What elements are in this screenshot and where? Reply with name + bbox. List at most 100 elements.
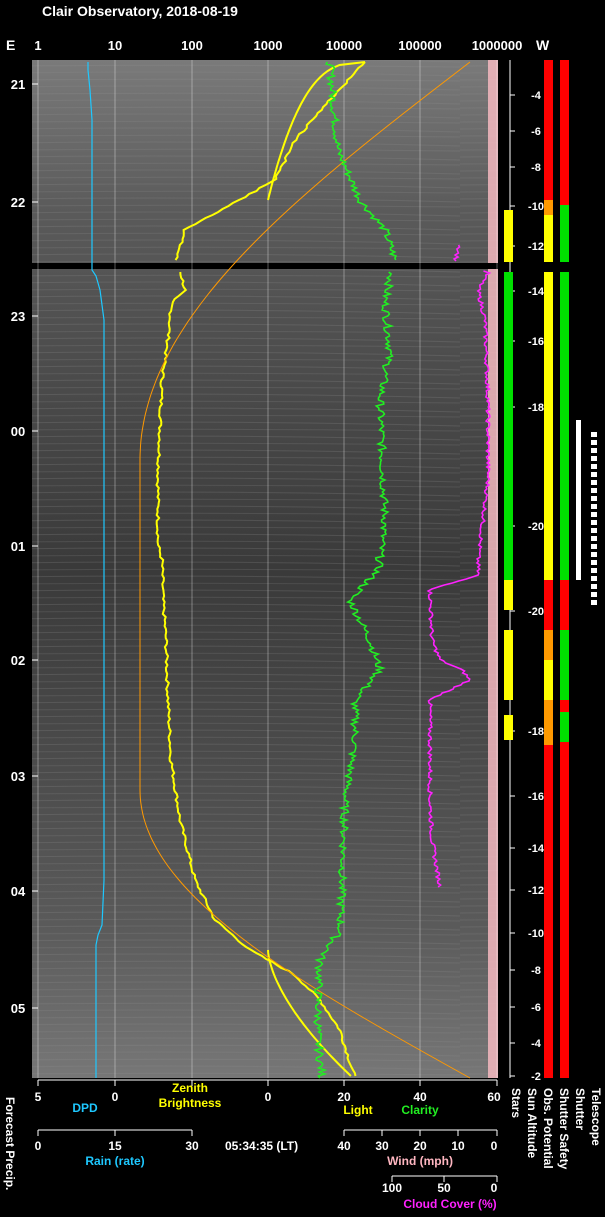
obs-potential-bar xyxy=(544,215,553,262)
axis-label: DPD xyxy=(72,1101,98,1115)
west-label: W xyxy=(536,37,550,53)
axis-label: 20 xyxy=(413,1139,427,1153)
sun-tick-label: -10 xyxy=(528,201,544,213)
zenith-brightness-line xyxy=(155,271,357,1077)
sun-tick-label: -6 xyxy=(531,1002,541,1014)
axis-label: 30 xyxy=(185,1139,199,1153)
shutter-safety-bar xyxy=(560,742,569,1078)
telescope-bar xyxy=(591,448,597,453)
time-tick-label: 23 xyxy=(11,309,25,324)
telescope-bar xyxy=(591,520,597,525)
obs-potential-bar xyxy=(544,745,553,1078)
axis-label: 15 xyxy=(108,1139,122,1153)
axis-label: 10 xyxy=(451,1139,465,1153)
shutter-safety-bar xyxy=(560,60,569,205)
sun-tick-label: -6 xyxy=(531,126,541,138)
shutter-safety-bar xyxy=(560,272,569,580)
clarity-line xyxy=(325,61,398,261)
chart-title: Clair Observatory, 2018-08-19 xyxy=(42,3,238,19)
axis-label: 5 xyxy=(35,1090,42,1104)
forecast-precip-label: Forecast Precip. xyxy=(3,1097,17,1190)
shutter-safety-bar xyxy=(560,712,569,742)
obs-potential-bar xyxy=(544,700,553,745)
east-label: E xyxy=(6,37,15,53)
axis-label: 0 xyxy=(35,1139,42,1153)
stars-bar xyxy=(504,272,513,580)
telescope-bar xyxy=(591,472,597,477)
telescope-bar xyxy=(591,544,597,549)
shutter-safety-bar xyxy=(560,700,569,712)
cloud-cover-line xyxy=(452,244,461,262)
axis-label: 0 xyxy=(491,1139,498,1153)
sky-streaks xyxy=(32,60,498,1078)
time-tick-label: 22 xyxy=(11,195,25,210)
status-label: Telescope xyxy=(589,1088,603,1146)
axis-label: 40 xyxy=(413,1090,427,1104)
series-layer xyxy=(87,61,492,1079)
telescope-bar xyxy=(591,584,597,589)
shutter-safety-bar xyxy=(560,205,569,262)
time-tick-label: 21 xyxy=(11,77,25,92)
clarity-line xyxy=(312,271,395,1079)
status-label: Shutter xyxy=(573,1088,587,1130)
axis-label: 40 xyxy=(337,1139,351,1153)
stars-bar xyxy=(504,210,513,262)
sun-tick-label: -2 xyxy=(531,1071,541,1083)
axis-label: 20 xyxy=(337,1090,351,1104)
telescope-bar xyxy=(591,480,597,485)
axis-label: 50 xyxy=(437,1181,451,1195)
sun-tick-label: -10 xyxy=(528,928,544,940)
sun-tick-label: -14 xyxy=(528,843,545,855)
axis-label: 30 xyxy=(375,1139,389,1153)
telescope-bar xyxy=(591,576,597,581)
obs-potential-bar xyxy=(544,200,553,215)
top-tick-label: 1000 xyxy=(254,38,283,53)
obs-potential-bar xyxy=(544,60,553,200)
time-tick-label: 00 xyxy=(11,424,25,439)
time-tick-label: 03 xyxy=(11,769,25,784)
shutter-bar xyxy=(576,420,581,580)
zenith-brightness-line xyxy=(174,61,366,261)
status-bars xyxy=(504,60,597,1078)
status-label: Sun Altitude xyxy=(525,1088,539,1159)
top-tick-label: 100 xyxy=(181,38,203,53)
stars-bar xyxy=(504,715,513,740)
wind-band xyxy=(488,60,498,1078)
time-tick-label: 04 xyxy=(11,884,26,899)
sun-tick-label: -12 xyxy=(528,241,544,253)
light-dusk-line xyxy=(267,61,366,201)
sun-altitude-line xyxy=(139,61,471,1079)
sun-tick-label: -16 xyxy=(528,336,544,348)
sun-tick-label: -4 xyxy=(531,1038,542,1050)
dpd-line xyxy=(87,62,105,1078)
top-tick-label: 10000 xyxy=(326,38,362,53)
telescope-bar xyxy=(591,592,597,597)
axis-label: 60 xyxy=(487,1090,501,1104)
obs-potential-bar xyxy=(544,580,553,630)
telescope-bar xyxy=(591,496,597,501)
sun-tick-label: -8 xyxy=(531,965,541,977)
timestamp: 05:34:35 (LT) xyxy=(225,1139,298,1153)
status-label: Obs. Potential xyxy=(541,1088,555,1169)
gridlines xyxy=(37,60,498,1078)
telescope-bar xyxy=(591,600,597,605)
telescope-bar xyxy=(591,552,597,557)
axis-label: Rain (rate) xyxy=(85,1154,144,1168)
shutter-safety-bar xyxy=(560,580,569,630)
time-axis: 21 22 23 00 01 02 03 04 05 xyxy=(11,77,38,1016)
top-axis: 1 10 100 1000 10000 100000 1000000 xyxy=(34,38,522,53)
gap-bar xyxy=(32,263,500,269)
axis-label: Clarity xyxy=(401,1103,439,1117)
sun-tick-label: -16 xyxy=(528,791,544,803)
telescope-bar xyxy=(591,504,597,509)
telescope-bar xyxy=(591,456,597,461)
axis-label: Zenith Brightness xyxy=(159,1081,222,1110)
axis-label: 0 xyxy=(491,1181,498,1195)
telescope-bar xyxy=(591,464,597,469)
telescope-bar xyxy=(591,528,597,533)
status-label: Stars xyxy=(509,1088,523,1118)
sun-altitude-axis: -4 -6 -8 -10 -12 -14 -16 -18 -20 -20 -18 -16 -14 -12 -… xyxy=(509,60,545,1083)
sun-tick-label: -4 xyxy=(531,90,542,102)
